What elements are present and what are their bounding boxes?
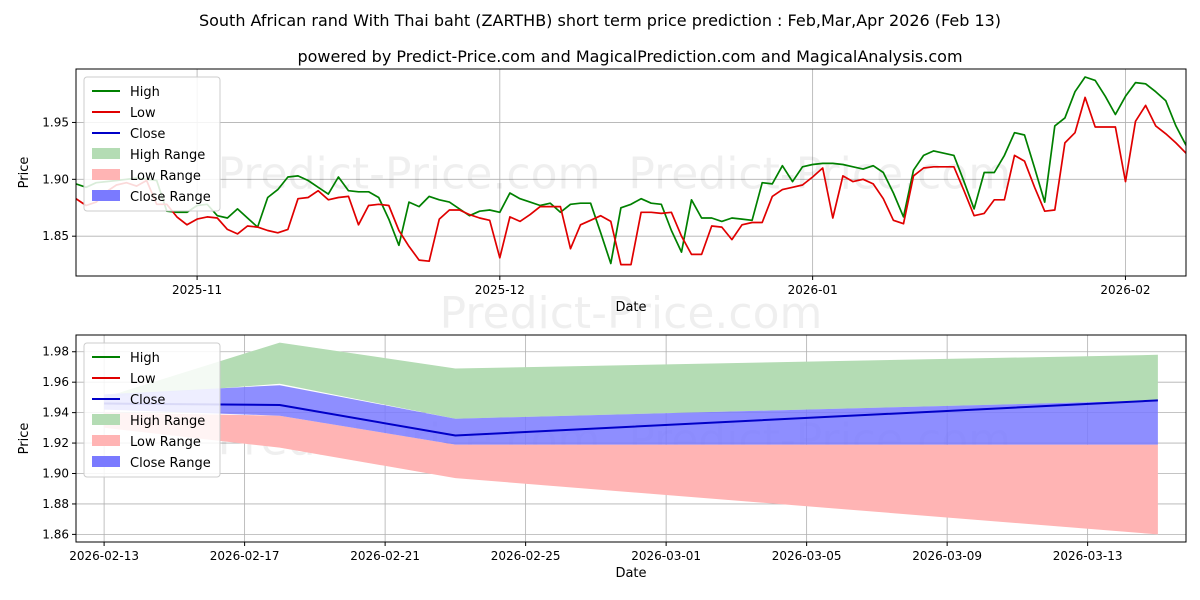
bottom-panel: Predict-Price.comPredict-Price.com2026-0… (17, 334, 1187, 581)
watermark-text: Predict-Price.com (628, 149, 1011, 200)
x-tick-label: 2026-03-05 (772, 549, 842, 563)
x-tick-label: 2026-02-25 (491, 549, 561, 563)
legend: High Low Close High Range Low Range Close Ran… (83, 76, 221, 212)
x-tick-label: 2026-02-13 (69, 549, 139, 563)
legend-label: Close (130, 393, 165, 408)
watermark-text: Predict-Price.com (440, 288, 823, 339)
legend-label: High (130, 351, 160, 366)
y-axis-label: Price (17, 157, 32, 189)
high-series-line (76, 76, 1186, 265)
x-axis-label: Date (615, 300, 646, 315)
low-series-line (76, 96, 1186, 266)
legend-label: Close Range (130, 456, 211, 471)
high-range-band (104, 342, 1158, 419)
legend-swatch-patch (92, 169, 120, 180)
legend-swatch-patch (92, 148, 120, 159)
x-tick-label: 2026-03-13 (1053, 549, 1123, 563)
legend-label: Low (130, 106, 156, 121)
x-tick-label: 2025-12 (475, 283, 525, 297)
legend-label: Low Range (130, 435, 201, 450)
y-tick-label: 1.98 (42, 345, 69, 359)
y-tick-label: 1.94 (42, 406, 69, 420)
y-tick-label: 1.90 (42, 467, 69, 481)
low-range-band (104, 412, 1158, 535)
plot-frame (75, 334, 1187, 543)
legend-swatch-patch (92, 456, 120, 467)
y-axis-label: Price (17, 423, 32, 455)
x-tick-label: 2026-02-17 (210, 549, 280, 563)
legend-swatch-patch (92, 435, 120, 446)
close-range-band (104, 385, 1158, 445)
plot-series-group (76, 76, 1186, 266)
x-tick-label: 2026-01 (788, 283, 838, 297)
y-tick-label: 1.95 (42, 115, 69, 129)
legend-label: Low (130, 372, 156, 387)
x-tick-label: 2026-03-09 (912, 549, 982, 563)
y-tick-label: 1.92 (42, 436, 69, 450)
legend-label: Close Range (130, 190, 211, 205)
plot-frame (75, 68, 1187, 277)
chart-subtitle: powered by Predict-Price.com and Magical… (297, 47, 962, 66)
watermark-text: Predict-Price.com (218, 149, 601, 200)
y-tick-label: 1.96 (42, 375, 69, 389)
legend-label: Low Range (130, 169, 201, 184)
plot-series-group (104, 342, 1158, 535)
plot-area (76, 69, 1186, 276)
legend-label: High Range (130, 414, 205, 429)
x-tick-label: 2026-02-21 (350, 549, 420, 563)
y-tick-label: 1.88 (42, 497, 69, 511)
legend: High Low Close High Range Low Range Close Ran… (83, 342, 221, 478)
chart-title: South African rand With Thai baht (ZARTH… (199, 11, 1001, 30)
x-tick-label: 2025-11 (172, 283, 222, 297)
y-tick-label: 1.90 (42, 172, 69, 186)
y-tick-label: 1.85 (42, 229, 69, 243)
legend-label: Close (130, 127, 165, 142)
legend-swatch-patch (92, 414, 120, 425)
y-tick-label: 1.86 (42, 527, 69, 541)
x-tick-label: 2026-03-01 (631, 549, 701, 563)
legend-label: High Range (130, 148, 205, 163)
top-panel: Predict-Price.com Predict-Price.com Predic… (17, 68, 1187, 339)
legend-swatch-patch (92, 190, 120, 201)
x-tick-label: 2026-02 (1100, 283, 1150, 297)
x-axis-label: Date (615, 566, 646, 581)
legend-label: High (130, 85, 160, 100)
